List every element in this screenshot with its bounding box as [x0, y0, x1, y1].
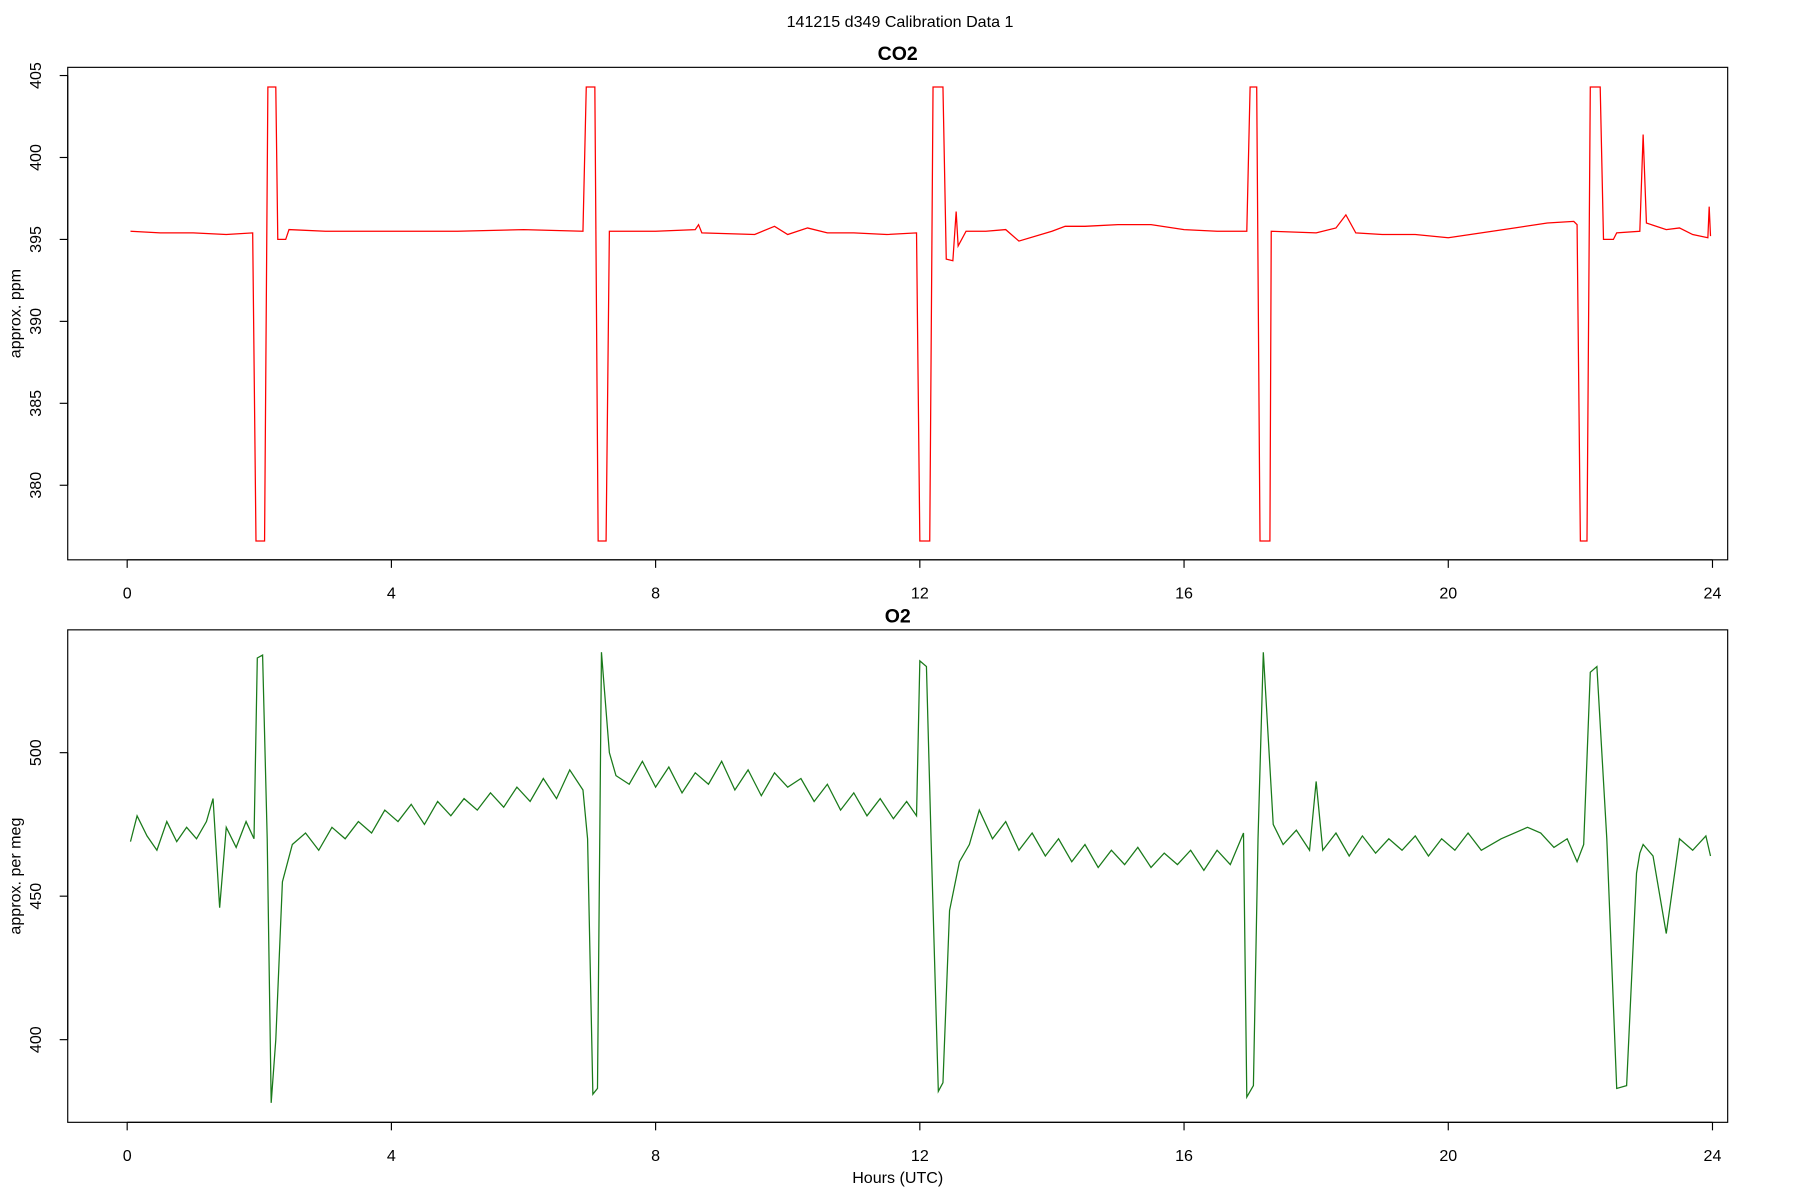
x-tick-label: 24 — [1704, 1147, 1722, 1165]
x-tick-label: 16 — [1175, 1147, 1193, 1165]
y-tick-label: 395 — [27, 226, 45, 253]
x-tick-label: 8 — [651, 585, 660, 603]
x-axis-label: Hours (UTC) — [852, 1169, 943, 1187]
y-tick-label: 500 — [27, 739, 45, 766]
y-tick-label: 400 — [27, 144, 45, 171]
data-line — [130, 86, 1712, 542]
x-tick-label: 4 — [387, 585, 396, 603]
y-axis-label: approx. ppm — [6, 269, 24, 358]
x-tick-label: 12 — [911, 585, 929, 603]
x-tick-label: 8 — [651, 1147, 660, 1165]
x-tick-label: 0 — [123, 1147, 132, 1165]
y-tick-label: 380 — [27, 472, 45, 499]
x-tick-label: 0 — [123, 585, 132, 603]
y-tick-label: 450 — [27, 883, 45, 910]
x-tick-label: 20 — [1439, 585, 1457, 603]
chart-title: O2 — [885, 605, 911, 627]
x-tick-label: 24 — [1704, 585, 1722, 603]
y-tick-label: 390 — [27, 308, 45, 335]
y-tick-label: 385 — [27, 390, 45, 417]
y-tick-label: 405 — [27, 62, 45, 89]
x-tick-label: 4 — [387, 1147, 396, 1165]
x-tick-label: 20 — [1439, 1147, 1457, 1165]
figure-title: 141215 d349 Calibration Data 1 — [787, 13, 1014, 31]
data-line — [129, 652, 1712, 1103]
x-tick-label: 16 — [1175, 585, 1193, 603]
y-axis-label: approx. per meg — [6, 818, 24, 935]
chart-title: CO2 — [878, 43, 918, 65]
y-tick-label: 400 — [27, 1026, 45, 1053]
x-tick-label: 12 — [911, 1147, 929, 1165]
